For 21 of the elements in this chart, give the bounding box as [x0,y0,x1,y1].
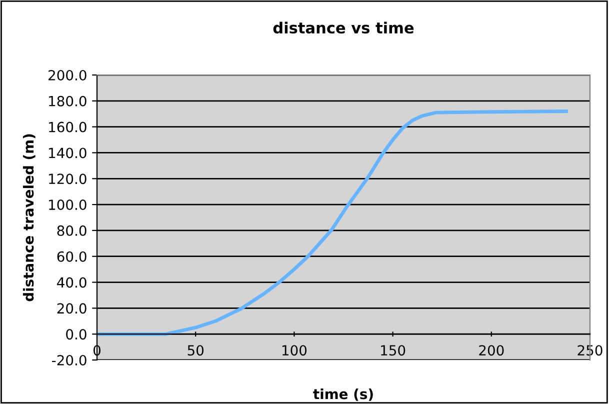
y-tick-label: 140.0 [49,148,86,158]
y-tick-label: -20.0 [52,354,86,366]
x-tick-label: 250 [578,345,602,356]
x-tick-label: 50 [188,345,204,356]
y-tick-label: 80.0 [57,225,86,236]
y-tick-label: 40.0 [57,277,86,288]
line-series [97,110,568,336]
y-tick-label: 120.0 [49,174,86,184]
y-axis-title: distance traveled (m) [22,134,36,302]
y-tick-label: 0.0 [66,329,86,340]
y-tick-label: 20.0 [57,303,86,314]
chart-title: distance vs time [273,22,414,34]
y-tick-label: 160.0 [49,122,86,132]
y-tick-label: 200.0 [48,70,86,80]
x-tick-label: 100 [282,345,307,356]
x-tick-label: 150 [381,345,406,356]
x-tick-label: 200 [479,345,504,356]
y-tick-label: 180.0 [49,96,86,106]
y-tick-label: 100.0 [49,200,86,210]
x-axis-title: time (s) [313,388,373,401]
y-tick-label: 60.0 [57,251,86,262]
